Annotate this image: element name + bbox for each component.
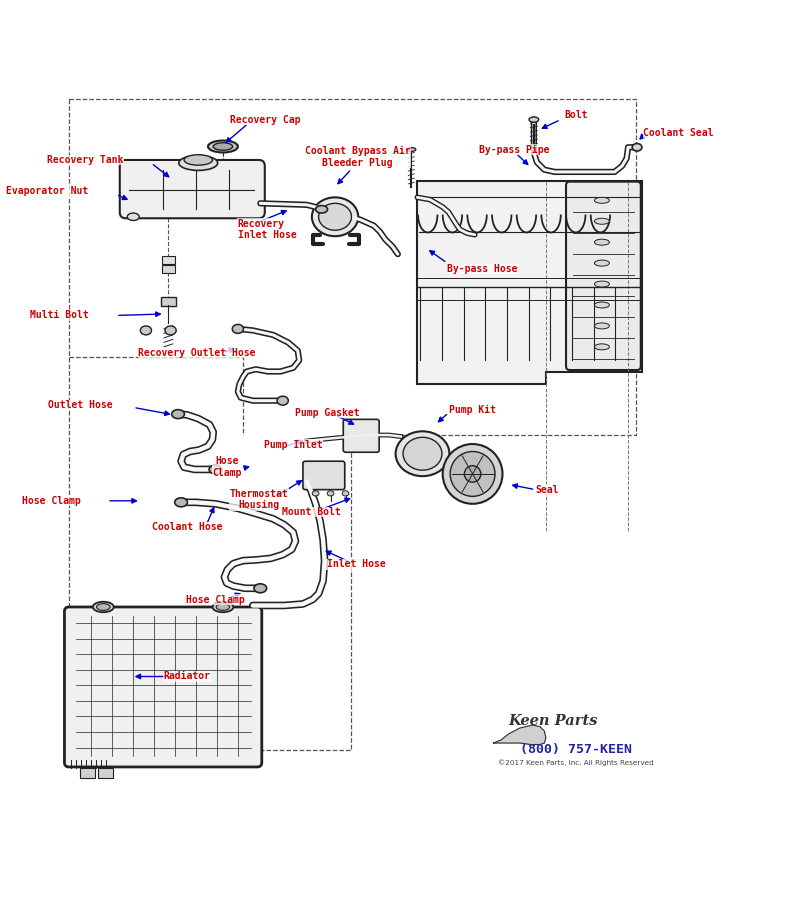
Ellipse shape <box>594 239 610 245</box>
FancyBboxPatch shape <box>98 768 113 778</box>
Ellipse shape <box>184 155 213 166</box>
Text: Mount Bolt: Mount Bolt <box>282 507 341 517</box>
Ellipse shape <box>342 491 349 496</box>
Text: Pump Gasket: Pump Gasket <box>295 408 360 418</box>
Ellipse shape <box>594 197 610 203</box>
Text: Multi Bolt: Multi Bolt <box>30 310 88 320</box>
FancyBboxPatch shape <box>162 256 175 264</box>
FancyBboxPatch shape <box>65 607 262 767</box>
Ellipse shape <box>179 156 218 170</box>
Polygon shape <box>418 181 642 384</box>
Ellipse shape <box>312 197 358 236</box>
Ellipse shape <box>93 602 114 612</box>
Text: Hose
Clamp: Hose Clamp <box>212 456 242 478</box>
Text: By-pass Pipe: By-pass Pipe <box>479 145 550 155</box>
Ellipse shape <box>632 143 642 151</box>
Ellipse shape <box>172 410 185 418</box>
Ellipse shape <box>213 602 234 612</box>
Text: Coolant Bypass Air
Bleeder Plug: Coolant Bypass Air Bleeder Plug <box>305 146 410 167</box>
Ellipse shape <box>97 604 110 610</box>
Ellipse shape <box>214 143 233 150</box>
Ellipse shape <box>464 465 481 482</box>
Text: Recovery
Inlet Hose: Recovery Inlet Hose <box>238 219 297 240</box>
Text: Keen Parts: Keen Parts <box>509 714 598 727</box>
Ellipse shape <box>450 452 495 496</box>
Text: Hose Clamp: Hose Clamp <box>22 496 81 506</box>
Ellipse shape <box>407 148 416 151</box>
Text: Recovery Tank: Recovery Tank <box>47 155 123 165</box>
Text: Coolant Seal: Coolant Seal <box>643 128 714 138</box>
Ellipse shape <box>594 281 610 287</box>
Text: Hose Clamp: Hose Clamp <box>186 595 245 605</box>
Text: Radiator: Radiator <box>163 671 210 681</box>
Text: Inlet Hose: Inlet Hose <box>326 560 386 570</box>
Text: Pump Kit: Pump Kit <box>449 405 496 415</box>
Ellipse shape <box>232 324 243 333</box>
Text: (800) 757-KEEN: (800) 757-KEEN <box>520 742 632 755</box>
Text: Bolt: Bolt <box>565 110 588 120</box>
Ellipse shape <box>594 302 610 308</box>
Text: Coolant Hose: Coolant Hose <box>152 522 222 532</box>
Ellipse shape <box>165 326 176 335</box>
Text: Recovery Outlet Hose: Recovery Outlet Hose <box>138 347 255 358</box>
Ellipse shape <box>216 604 230 610</box>
Text: Evaporator Nut: Evaporator Nut <box>6 186 88 196</box>
FancyBboxPatch shape <box>566 182 641 370</box>
Ellipse shape <box>594 219 610 224</box>
Ellipse shape <box>395 431 450 476</box>
FancyBboxPatch shape <box>80 768 95 778</box>
FancyBboxPatch shape <box>120 160 265 219</box>
Ellipse shape <box>594 344 610 350</box>
FancyBboxPatch shape <box>343 419 379 452</box>
Ellipse shape <box>318 203 351 230</box>
Text: Pump Inlet: Pump Inlet <box>264 440 322 450</box>
FancyBboxPatch shape <box>161 297 176 306</box>
Ellipse shape <box>316 205 327 213</box>
Text: Outlet Hose: Outlet Hose <box>48 400 112 410</box>
Ellipse shape <box>277 396 288 405</box>
Text: Seal: Seal <box>535 484 559 495</box>
Ellipse shape <box>140 326 151 335</box>
Ellipse shape <box>312 491 319 496</box>
Text: By-pass Hose: By-pass Hose <box>447 264 518 274</box>
Ellipse shape <box>327 491 334 496</box>
Ellipse shape <box>529 117 538 122</box>
Ellipse shape <box>127 213 139 220</box>
FancyBboxPatch shape <box>162 266 175 273</box>
Polygon shape <box>494 725 546 744</box>
Text: ©2017 Keen Parts, Inc. All Rights Reserved: ©2017 Keen Parts, Inc. All Rights Reserv… <box>498 759 654 766</box>
Ellipse shape <box>208 140 238 152</box>
Ellipse shape <box>403 437 442 470</box>
Text: Thermostat
Housing: Thermostat Housing <box>230 489 288 510</box>
Ellipse shape <box>254 584 266 593</box>
Ellipse shape <box>442 444 502 504</box>
Ellipse shape <box>594 260 610 266</box>
Ellipse shape <box>174 498 187 507</box>
Ellipse shape <box>594 323 610 328</box>
Ellipse shape <box>209 465 222 474</box>
FancyBboxPatch shape <box>303 461 345 490</box>
Text: Recovery Cap: Recovery Cap <box>230 114 301 124</box>
